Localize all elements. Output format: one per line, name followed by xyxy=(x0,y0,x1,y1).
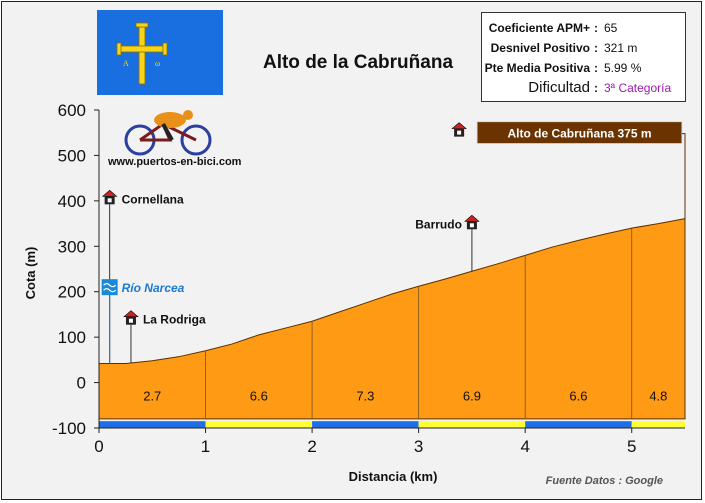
x-tick-label: 1 xyxy=(201,437,210,456)
source-note: Fuente Datos : Google xyxy=(546,475,663,487)
segment-gradient-label: 7.3 xyxy=(356,389,374,404)
stat-value: 5.99 % xyxy=(604,61,642,75)
house-icon-window xyxy=(107,198,112,203)
segment-gradient-label: 4.8 xyxy=(649,389,667,404)
gradient-band xyxy=(312,421,419,428)
house-icon xyxy=(464,214,480,222)
x-tick-label: 5 xyxy=(627,437,636,456)
stat-label: Coeficiente APM+ xyxy=(488,21,590,35)
victory-cross-icon: A ω xyxy=(116,22,168,85)
segment-gradient-label: 6.6 xyxy=(569,389,587,404)
place-label: Barrudo xyxy=(415,217,462,231)
place-label: La Rodriga xyxy=(143,313,206,327)
gradient-band xyxy=(99,421,206,428)
svg-text:A: A xyxy=(123,59,129,68)
gradient-band xyxy=(631,421,685,428)
chart-title: Alto de la Cabruñana xyxy=(263,52,453,73)
x-axis-label: Distancia (km) xyxy=(349,469,438,484)
stat-value: 321 m xyxy=(604,41,638,55)
y-tick-label: -100 xyxy=(52,419,86,438)
summit-label-box xyxy=(476,121,683,145)
cyclist-icon xyxy=(124,110,212,156)
segment-gradient-label: 6.9 xyxy=(463,389,481,404)
x-tick-label: 2 xyxy=(307,437,316,456)
stat-row-desnivel: Desnivel Positivo : 321 m xyxy=(490,41,638,55)
summit-label: Alto de Cabruñana 375 m xyxy=(507,127,651,141)
gradient-band xyxy=(205,421,313,428)
y-tick-label: 200 xyxy=(58,283,86,302)
house-icon-window xyxy=(469,223,474,228)
y-tick-label: 300 xyxy=(58,237,86,256)
house-icon xyxy=(101,189,118,197)
y-axis-label: Cota (m) xyxy=(23,247,38,300)
climb-stats-box: Coeficiente APM+ : 65 Desnivel Positivo … xyxy=(481,12,686,102)
stat-label: Dificultad xyxy=(528,79,590,96)
river-icon-waves xyxy=(103,283,117,293)
summit-leader xyxy=(682,133,686,219)
y-tick-label: 600 xyxy=(58,101,86,120)
stat-value-category: 3ª Categoría xyxy=(604,81,672,95)
gradient-band xyxy=(418,421,526,428)
stat-row-pendiente: Pte Media Positiva : 5.99 % xyxy=(484,61,642,75)
stat-row-dificultad: Dificultad : 3ª Categoría xyxy=(528,79,672,96)
segment-gradient-label: 2.7 xyxy=(143,389,161,404)
stat-label: Pte Media Positiva xyxy=(484,61,590,75)
site-logo: www.puertos-en-bici.com xyxy=(108,110,258,172)
river-icon xyxy=(101,279,118,296)
x-tick-label: 0 xyxy=(94,437,103,456)
stat-label: Desnivel Positivo xyxy=(490,41,590,55)
house-icon-window xyxy=(128,318,133,323)
stat-row-apm: Coeficiente APM+ : 65 xyxy=(488,21,618,35)
y-tick-label: 400 xyxy=(58,192,86,211)
profile-area xyxy=(98,217,686,420)
house-icon xyxy=(451,122,467,129)
y-tick-label: 0 xyxy=(77,374,86,393)
x-tick-label: 4 xyxy=(520,437,529,456)
y-tick-label: 100 xyxy=(58,328,86,347)
segment-gradient-label: 6.6 xyxy=(250,389,268,404)
gradient-band xyxy=(525,421,632,428)
stat-value: 65 xyxy=(604,21,618,35)
house-icon xyxy=(123,310,139,318)
x-tick-label: 3 xyxy=(414,437,423,456)
place-label: Cornellana xyxy=(122,192,184,206)
house-icon-window xyxy=(457,130,462,135)
y-tick-label: 500 xyxy=(58,146,86,165)
asturias-flag: A ω xyxy=(97,10,223,95)
svg-text:ω: ω xyxy=(155,59,160,68)
river-label: Río Narcea xyxy=(122,281,185,295)
site-url: www.puertos-en-bici.com xyxy=(108,156,242,168)
